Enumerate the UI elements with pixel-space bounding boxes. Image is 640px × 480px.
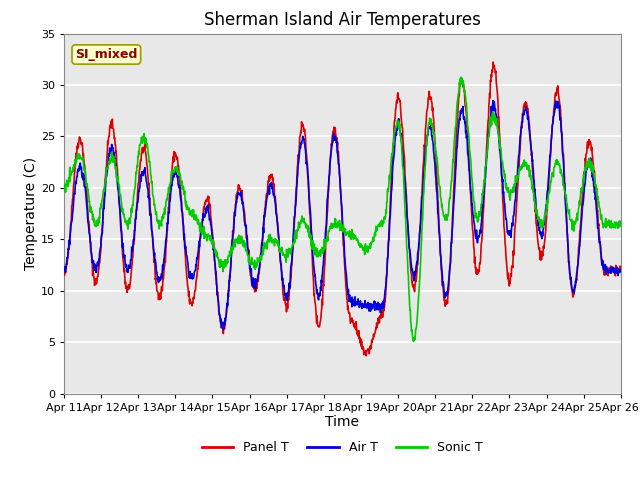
X-axis label: Time: Time [325, 415, 360, 430]
Air T [429, 140, 437, 146]
Sonic T [502, 181, 510, 187]
Panel T [60, 271, 68, 277]
Air T [60, 265, 68, 271]
Panel T [429, 113, 437, 119]
Sonic T [617, 222, 625, 228]
Air T [220, 327, 227, 333]
Air T [617, 268, 625, 274]
Panel T [552, 91, 559, 96]
Panel T [617, 265, 625, 271]
Title: Sherman Island Air Temperatures: Sherman Island Air Temperatures [204, 11, 481, 29]
Sonic T [410, 338, 417, 344]
Panel T [489, 59, 497, 65]
Panel T [184, 284, 191, 290]
Line: Air T: Air T [64, 100, 621, 330]
Air T [246, 269, 254, 275]
Sonic T [184, 205, 191, 211]
Sonic T [552, 161, 559, 167]
Sonic T [457, 74, 465, 80]
Air T [552, 106, 559, 111]
Sonic T [60, 189, 68, 194]
Panel T [246, 268, 254, 274]
Air T [170, 168, 178, 174]
Text: SI_mixed: SI_mixed [75, 48, 138, 61]
Air T [502, 216, 510, 222]
Sonic T [170, 169, 178, 175]
Y-axis label: Temperature (C): Temperature (C) [24, 157, 38, 270]
Panel T [502, 257, 510, 263]
Air T [184, 260, 191, 265]
Panel T [362, 353, 370, 359]
Panel T [170, 158, 178, 164]
Sonic T [246, 261, 254, 267]
Line: Panel T: Panel T [64, 62, 621, 356]
Legend: Panel T, Air T, Sonic T: Panel T, Air T, Sonic T [196, 436, 488, 459]
Line: Sonic T: Sonic T [64, 77, 621, 341]
Sonic T [429, 130, 437, 136]
Air T [489, 97, 497, 103]
